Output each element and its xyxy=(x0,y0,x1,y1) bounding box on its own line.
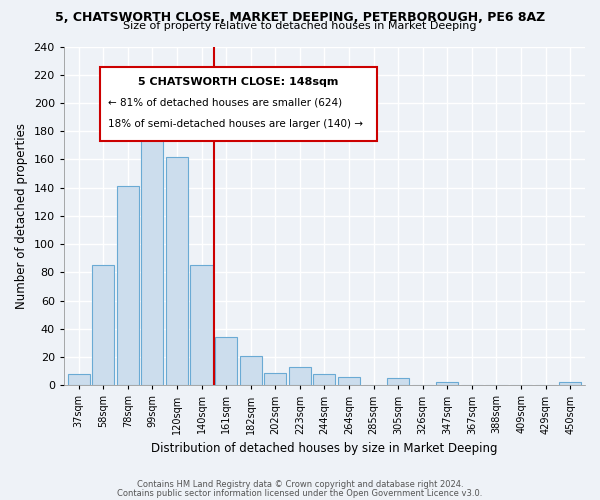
Text: Contains HM Land Registry data © Crown copyright and database right 2024.: Contains HM Land Registry data © Crown c… xyxy=(137,480,463,489)
Bar xyxy=(92,266,114,386)
Bar xyxy=(436,382,458,386)
Y-axis label: Number of detached properties: Number of detached properties xyxy=(15,123,28,309)
Bar xyxy=(190,266,212,386)
Bar xyxy=(215,338,237,386)
Text: 5 CHATSWORTH CLOSE: 148sqm: 5 CHATSWORTH CLOSE: 148sqm xyxy=(138,77,338,87)
Bar xyxy=(313,374,335,386)
Text: 18% of semi-detached houses are larger (140) →: 18% of semi-detached houses are larger (… xyxy=(108,120,363,130)
Bar xyxy=(387,378,409,386)
Bar xyxy=(141,104,163,386)
Bar xyxy=(166,156,188,386)
Bar xyxy=(289,367,311,386)
Bar xyxy=(116,186,139,386)
FancyBboxPatch shape xyxy=(100,67,377,142)
Bar xyxy=(239,356,262,386)
Text: 5, CHATSWORTH CLOSE, MARKET DEEPING, PETERBOROUGH, PE6 8AZ: 5, CHATSWORTH CLOSE, MARKET DEEPING, PET… xyxy=(55,11,545,24)
Text: Size of property relative to detached houses in Market Deeping: Size of property relative to detached ho… xyxy=(123,21,477,31)
Text: ← 81% of detached houses are smaller (624): ← 81% of detached houses are smaller (62… xyxy=(108,98,342,108)
Bar xyxy=(559,382,581,386)
Bar xyxy=(264,372,286,386)
Bar xyxy=(338,377,360,386)
X-axis label: Distribution of detached houses by size in Market Deeping: Distribution of detached houses by size … xyxy=(151,442,497,455)
Bar xyxy=(68,374,89,386)
Text: Contains public sector information licensed under the Open Government Licence v3: Contains public sector information licen… xyxy=(118,488,482,498)
